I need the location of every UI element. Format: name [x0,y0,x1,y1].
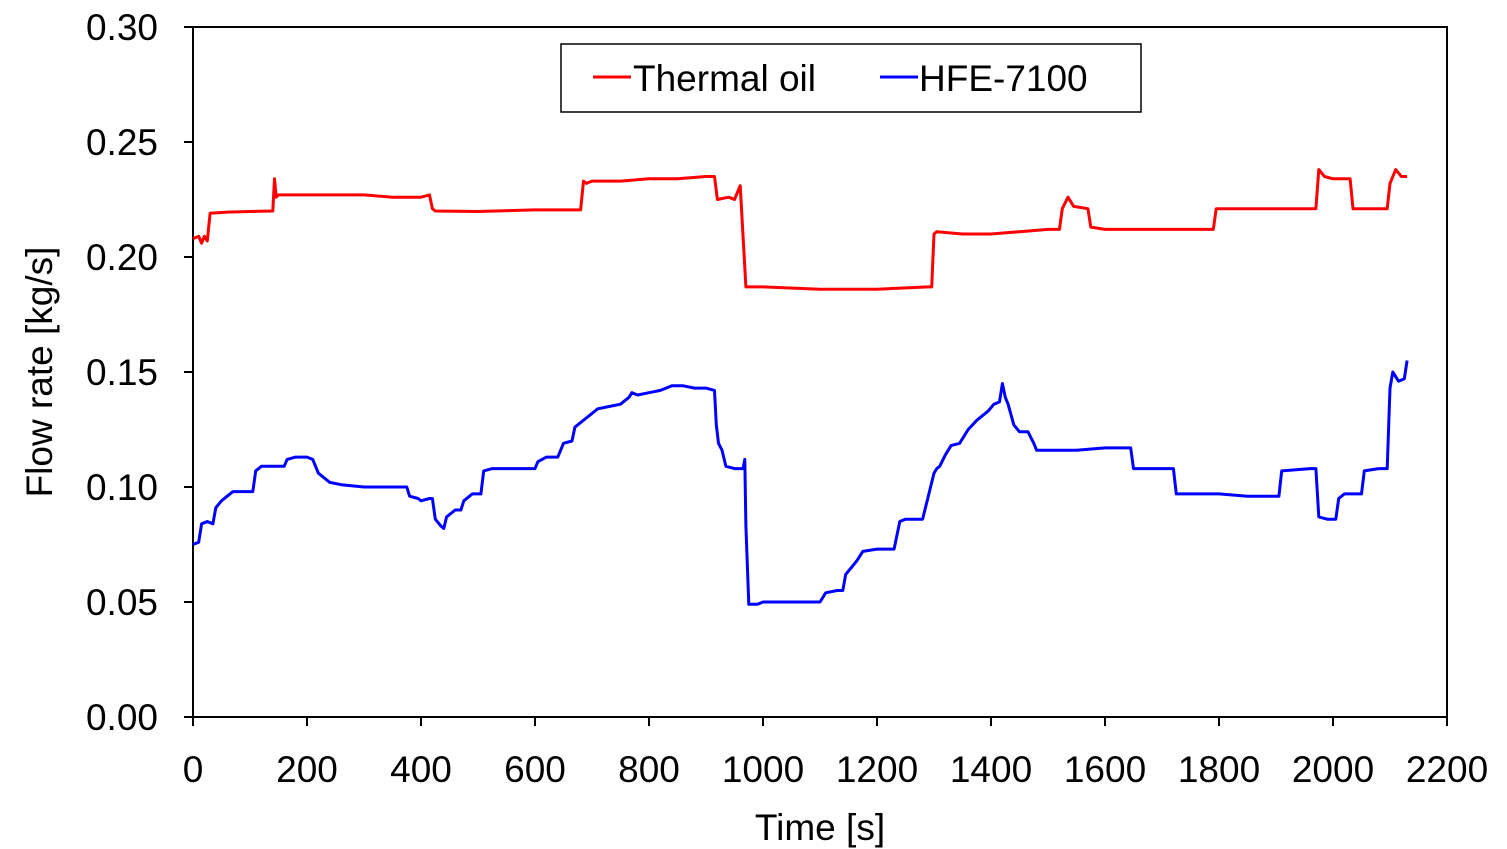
series-layer [192,168,1409,606]
x-tick-label: 1200 [836,749,918,790]
y-axis: 0.00 0.05 0.10 0.15 0.20 0.25 0.30 [86,7,193,738]
x-axis: 0 200 400 600 800 1000 1200 1400 1600 1800 2000 220… [183,717,1488,790]
legend-label-hfe-7100: HFE-7100 [919,58,1088,99]
x-tick-label: 400 [390,749,452,790]
y-tick-label: 0.10 [86,467,158,508]
y-tick-label: 0.00 [86,697,158,738]
x-tick-label: 1800 [1178,749,1260,790]
series-line-thermal-oil [192,168,1408,291]
plot-area [192,26,1448,718]
x-tick-label: 2000 [1292,749,1374,790]
y-axis-title: Flow rate [kg/s] [19,247,60,498]
y-tick-label: 0.30 [86,7,158,48]
x-tick-label: 1000 [722,749,804,790]
x-tick-label: 2200 [1406,749,1488,790]
legend: Thermal oil HFE-7100 [560,43,1142,113]
x-tick-label: 800 [618,749,680,790]
legend-box [560,43,1142,113]
x-tick-label: 1400 [950,749,1032,790]
x-tick-label: 600 [504,749,566,790]
x-tick-label: 200 [276,749,338,790]
x-tick-label: 1600 [1064,749,1146,790]
y-tick-label: 0.25 [86,122,158,163]
y-tick-label: 0.05 [86,582,158,623]
legend-label-thermal-oil: Thermal oil [633,58,816,99]
series-line-hfe-7100 [192,360,1409,606]
x-axis-title: Time [s] [755,807,885,848]
y-tick-label: 0.20 [86,237,158,278]
y-tick-label: 0.15 [86,352,158,393]
x-tick-label: 0 [183,749,204,790]
